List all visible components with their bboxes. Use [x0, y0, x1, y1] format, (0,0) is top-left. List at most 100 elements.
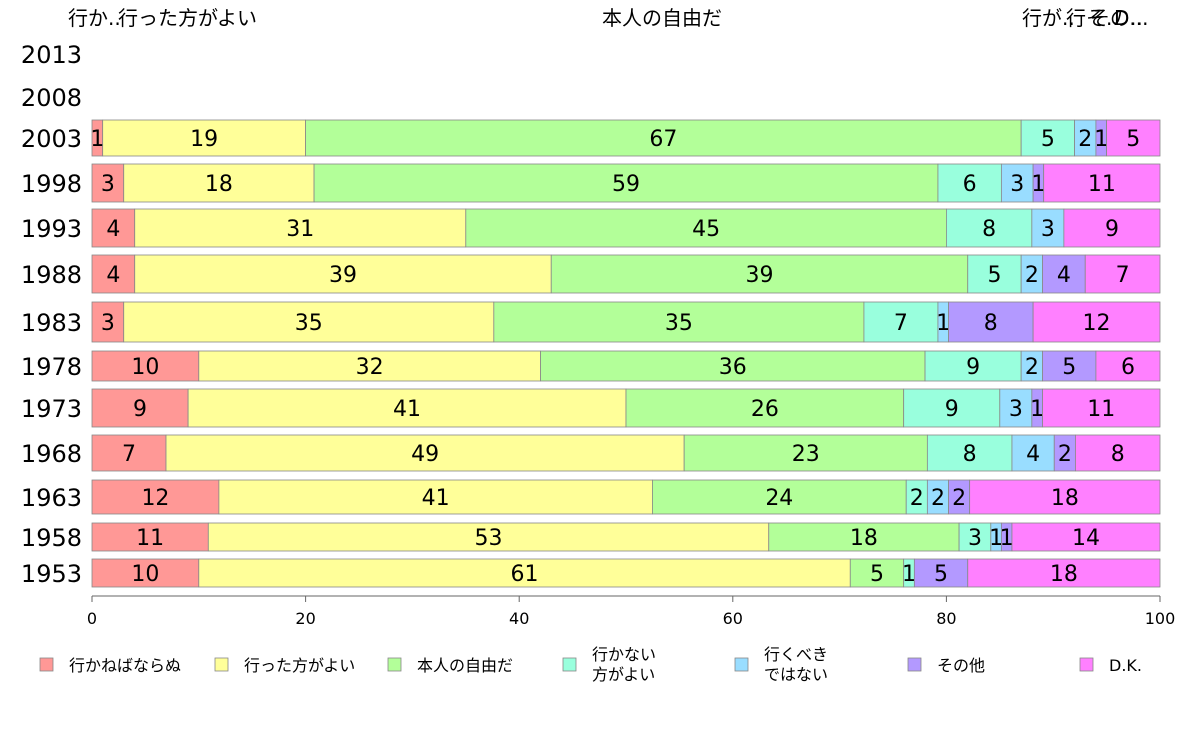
bar-segment — [134, 254, 552, 294]
legend-swatch — [907, 657, 922, 672]
x-tick-label: 0 — [87, 609, 97, 628]
bar-value-label: 2 — [1058, 442, 1072, 467]
bar-value-label: 3 — [1009, 397, 1023, 422]
bar-value-label: 12 — [141, 486, 169, 511]
bar-segment — [165, 434, 685, 472]
bar-value-label: 36 — [719, 355, 747, 380]
bar-segment — [946, 208, 1033, 248]
bar-segment — [948, 301, 1034, 343]
bar-value-label: 3 — [1010, 172, 1024, 197]
bar-value-label: 1 — [989, 526, 1003, 551]
year-label: 1953 — [21, 560, 82, 588]
bar-value-label: 19 — [190, 127, 218, 152]
bar-value-label: 1 — [1000, 526, 1014, 551]
header-label: 行った方がよい — [118, 6, 257, 30]
bar-value-label: 5 — [1041, 127, 1055, 152]
bar-segment — [1075, 434, 1161, 472]
bar-row: 7 49 23 8 4 2 8 — [91, 434, 1161, 472]
bar-value-label: 9 — [1105, 217, 1119, 242]
bar-value-label: 2 — [910, 486, 924, 511]
bar-value-label: 41 — [422, 486, 450, 511]
bar-segment — [134, 208, 467, 248]
bar-segment — [926, 434, 1013, 472]
legend-label: 行った方がよい — [244, 656, 355, 675]
bar-row: 3 18 59 6 3 1 11 — [91, 163, 1161, 203]
legend-label: 行かねばならぬ — [69, 656, 181, 675]
bar-value-label: 1 — [90, 127, 104, 152]
year-label: 1983 — [21, 309, 82, 337]
year-labels: 2013 2008 2003 1998 1993 1988 1983 1978 1973 1968… — [21, 41, 82, 588]
bar-value-label: 5 — [987, 263, 1001, 288]
bar-value-label: 7 — [894, 311, 908, 336]
bar-segment — [958, 522, 992, 552]
bar-value-label: 39 — [329, 263, 357, 288]
bar-segment — [1106, 119, 1161, 157]
bar-segment — [198, 558, 851, 588]
bar-segment — [91, 522, 209, 552]
year-label: 1973 — [21, 395, 82, 423]
bar-value-label: 45 — [692, 217, 720, 242]
legend-item: D.K. — [1079, 656, 1142, 675]
year-label: 2003 — [21, 125, 82, 153]
x-tick-label: 60 — [723, 609, 743, 628]
bar-value-label: 3 — [101, 311, 115, 336]
legend-swatch — [387, 657, 402, 672]
bar-value-label: 6 — [1121, 355, 1135, 380]
legend-label: D.K. — [1109, 656, 1142, 675]
bar-segment — [91, 301, 125, 343]
bar-value-label: 8 — [984, 311, 998, 336]
bar-value-label: 3 — [968, 526, 982, 551]
bar-row: 9 41 26 9 3 1 11 — [91, 388, 1161, 428]
legend-item: 行った方がよい — [214, 656, 355, 675]
bar-value-label: 5 — [934, 562, 948, 587]
bar-segment — [652, 479, 907, 515]
bar-value-label: 32 — [356, 355, 384, 380]
bar-value-label: 59 — [612, 172, 640, 197]
bar-segment — [1032, 301, 1161, 343]
x-tick-label: 40 — [509, 609, 529, 628]
bar-segment — [102, 119, 306, 157]
header-label: 行か.. — [68, 6, 121, 30]
header-labels: 行か..行った方がよい 本人の自由だ 行が..行そ..その..D... — [68, 6, 1148, 30]
bar-segment — [903, 388, 1001, 428]
x-tick-label: 100 — [1145, 609, 1176, 628]
bar-row: 10 61 5 1 5 18 — [91, 558, 1161, 588]
legend-item: その他 — [907, 656, 985, 675]
legend-item: 行くべきではない — [734, 645, 828, 684]
bar-segment — [91, 434, 167, 472]
bar-segment — [91, 254, 136, 294]
year-label: 1993 — [21, 215, 82, 243]
bar-segment — [1095, 350, 1161, 382]
legend-swatch — [734, 657, 749, 672]
bar-segment — [967, 558, 1161, 588]
year-label: 2013 — [21, 41, 82, 69]
year-label: 1968 — [21, 440, 82, 468]
bar-value-label: 7 — [122, 442, 136, 467]
bar-segment — [91, 479, 220, 515]
bar-segment — [1084, 254, 1161, 294]
legend-label: 行くべきではない — [764, 645, 828, 684]
bar-segment — [683, 434, 928, 472]
bar-segment — [999, 388, 1033, 428]
bar-segment — [187, 388, 627, 428]
bar-value-label: 10 — [131, 562, 159, 587]
bar-value-label: 61 — [511, 562, 539, 587]
bar-value-label: 2 — [1078, 127, 1092, 152]
bar-row: 4 39 39 5 2 4 7 — [91, 254, 1161, 294]
bar-segment — [91, 163, 125, 203]
bar-segment — [1011, 522, 1161, 552]
bar-value-label: 9 — [966, 355, 980, 380]
bar-value-label: 5 — [1126, 127, 1140, 152]
bar-segment — [1042, 350, 1097, 382]
legend-label: その他 — [937, 656, 985, 675]
bar-segment — [1043, 163, 1161, 203]
bar-value-label: 3 — [101, 172, 115, 197]
bar-value-label: 23 — [792, 442, 820, 467]
legend-swatch — [562, 657, 577, 672]
bar-segment — [91, 350, 200, 382]
bar-value-label: 1 — [902, 562, 916, 587]
bar-value-label: 4 — [1057, 263, 1071, 288]
bar-segment — [91, 388, 189, 428]
bar-value-label: 7 — [1116, 263, 1130, 288]
